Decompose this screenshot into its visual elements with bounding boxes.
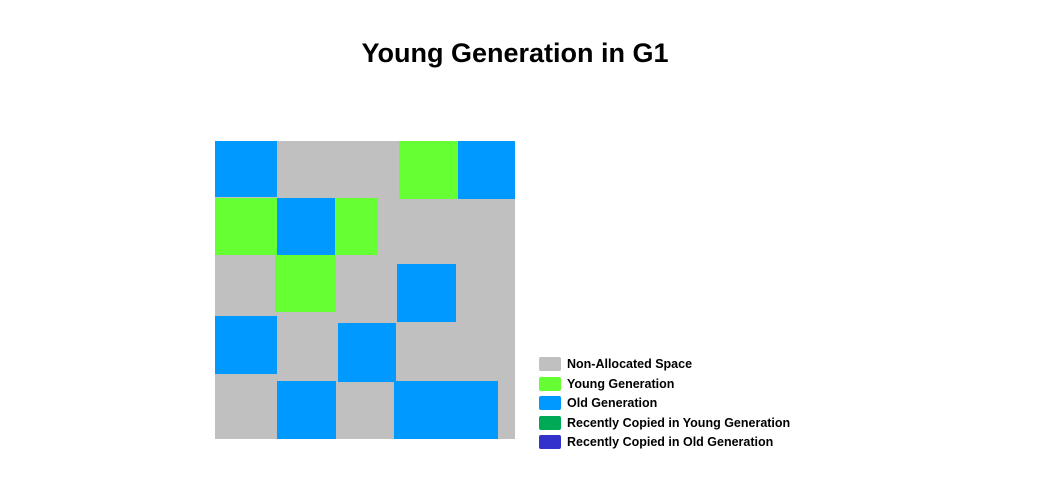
heap-region (215, 316, 277, 374)
heap-region (215, 141, 277, 197)
legend-swatch (539, 415, 561, 430)
legend-label: Recently Copied in Old Generation (567, 435, 774, 449)
diagram-title: Young Generation in G1 (361, 38, 669, 68)
legend-swatch (539, 435, 561, 449)
legend-swatch (539, 376, 561, 391)
legend-item-recently-copied-old: Recently Copied in Old Generation (539, 434, 839, 454)
heap-region (277, 198, 335, 255)
legend-item-young-generation: Young Generation (539, 376, 839, 396)
heap-region (458, 141, 515, 199)
heap-region (335, 198, 378, 255)
heap-region (338, 323, 396, 382)
heap-region (275, 255, 336, 312)
legend-label: Non-Allocated Space (567, 357, 693, 371)
heap-region-grid (215, 141, 515, 439)
legend-swatch (539, 396, 561, 410)
heap-region (399, 141, 458, 199)
legend-label: Young Generation (567, 376, 675, 391)
legend-label: Old Generation (567, 396, 658, 410)
legend-swatch (539, 357, 561, 371)
heap-region (277, 381, 336, 439)
heap-region (397, 264, 456, 322)
heap-region (215, 198, 277, 255)
heap-region (445, 381, 498, 439)
legend: Non-Allocated Space Young Generation Old… (539, 356, 839, 454)
legend-item-old-generation: Old Generation (539, 395, 839, 415)
legend-item-recently-copied-young: Recently Copied in Young Generation (539, 415, 839, 435)
legend-item-non-allocated: Non-Allocated Space (539, 356, 839, 376)
legend-label: Recently Copied in Young Generation (567, 415, 791, 430)
heap-region (394, 381, 446, 439)
